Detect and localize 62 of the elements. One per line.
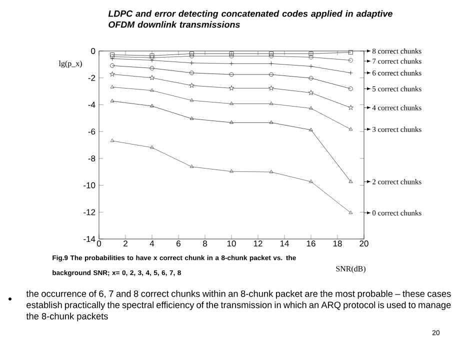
point (269, 102, 274, 105)
point (308, 51, 314, 56)
point (150, 145, 154, 149)
point (150, 58, 154, 62)
point (189, 82, 194, 88)
point (190, 116, 194, 120)
point (269, 51, 274, 56)
point (229, 72, 234, 77)
y-tick-label: 0 (91, 48, 96, 54)
y-tick-label: -8 (88, 155, 96, 162)
point (110, 71, 115, 77)
point (269, 72, 274, 77)
x-tick-label: 10 (227, 240, 236, 247)
y-tick-label: -6 (88, 128, 96, 135)
x-tick-label: 0 (96, 240, 102, 247)
y-tick-label: -14 (84, 236, 96, 242)
point (230, 102, 234, 105)
point (269, 54, 274, 58)
point (268, 85, 274, 91)
point (229, 61, 234, 66)
point (190, 98, 194, 102)
point (190, 60, 194, 66)
point (229, 51, 234, 56)
point (190, 51, 194, 56)
x-tick-label: 16 (306, 240, 316, 247)
point (308, 90, 314, 96)
point (230, 169, 234, 173)
x-tick-label: 12 (254, 240, 262, 246)
text: the occurrence of 6, 7 and 8 correct chunks within an 8-chunk packet are the most probable – these cases establish practically the spectral efficiency of the transmission in which an ARQ protocol is used to manage the 8-chunk packets (26, 290, 451, 322)
point (348, 104, 354, 110)
y-tick-label: -2 (88, 74, 96, 81)
y-tick-label: -12 (84, 209, 96, 216)
x-tick-label: 6 (176, 240, 180, 247)
chart-title: LDPC and error detecting concatenated codes applied in adaptive OFDM downlink transmissions (108, 10, 392, 28)
point (228, 85, 234, 91)
point (269, 170, 274, 174)
point (308, 64, 314, 69)
point (308, 76, 314, 80)
x-tick-label: 2 (124, 240, 128, 246)
point (150, 104, 154, 108)
point (230, 120, 234, 124)
point (309, 128, 313, 132)
point (269, 61, 274, 66)
point (190, 70, 194, 76)
point (269, 120, 274, 124)
point (190, 164, 194, 168)
point (309, 179, 313, 183)
point (190, 54, 194, 58)
point (149, 75, 155, 80)
point (348, 50, 353, 55)
point (308, 54, 314, 60)
x-tick-label: 4 (150, 240, 154, 246)
x-tick-label: 18 (333, 240, 342, 247)
point (309, 106, 313, 110)
y-tick-label: -10 (84, 182, 96, 188)
point (229, 54, 234, 58)
y-tick-label: -4 (88, 102, 96, 108)
point (150, 88, 154, 92)
point (150, 66, 154, 70)
x-tick-label: 20 (360, 240, 368, 247)
x-tick-label: 14 (280, 240, 289, 246)
x-tick-label: 8 (203, 240, 207, 247)
